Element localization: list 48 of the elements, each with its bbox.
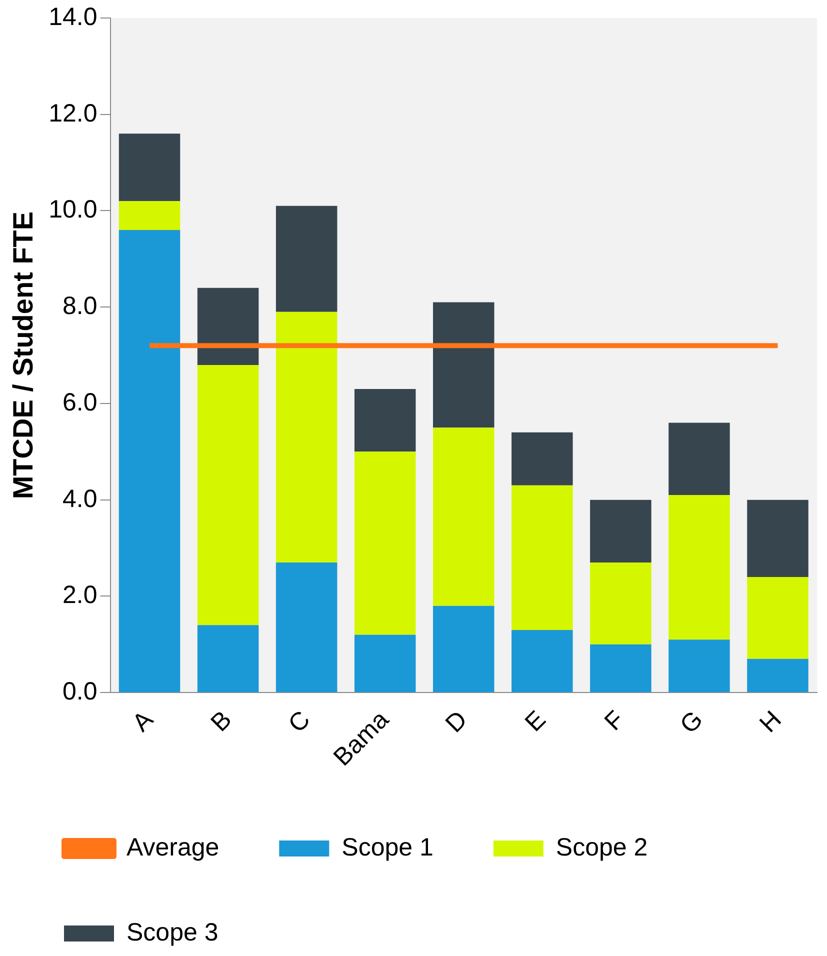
bar	[197, 288, 259, 365]
y-axis-title: MTCDE / Student FTE	[8, 211, 39, 500]
x-tick-label: A	[127, 705, 159, 738]
legend-label: Average	[126, 833, 220, 862]
y-tick-label: 6.0	[62, 388, 98, 416]
y-tick-label: 14.0	[48, 2, 98, 31]
bar	[197, 625, 259, 692]
bar	[276, 206, 338, 312]
y-tick-label: 10.0	[48, 196, 98, 224]
bar	[354, 634, 416, 692]
bar	[512, 432, 573, 486]
x-tick-label: D	[440, 706, 473, 738]
y-tick-label: 8.0	[62, 292, 98, 320]
bar	[747, 500, 808, 577]
x-tick-label: F	[599, 706, 630, 736]
bar	[512, 485, 573, 630]
bar	[118, 230, 180, 692]
bar	[433, 428, 494, 606]
bar	[433, 606, 494, 692]
bar	[118, 134, 180, 202]
x-tick-label: E	[520, 706, 552, 738]
bar	[590, 644, 652, 692]
bar	[668, 422, 730, 496]
legend-label: Scope 2	[556, 833, 648, 862]
bar	[276, 562, 338, 692]
y-tick-label: 4.0	[62, 484, 98, 513]
y-tick-label: 0.0	[62, 678, 98, 706]
bar	[668, 495, 730, 640]
x-tick-label: C	[283, 706, 316, 738]
bar	[668, 640, 730, 692]
legend-label: Scope 3	[126, 918, 218, 946]
bar	[276, 312, 338, 563]
bar	[118, 201, 180, 230]
bar	[433, 302, 494, 428]
bar	[354, 389, 416, 452]
x-tick-label: H	[754, 706, 787, 738]
y-tick-label: 12.0	[48, 99, 98, 128]
x-tick-label: G	[674, 706, 708, 740]
bar	[590, 562, 652, 644]
bar	[197, 364, 259, 626]
bar	[747, 658, 808, 692]
bar	[747, 576, 808, 659]
x-tick-label: B	[206, 706, 238, 738]
bar	[354, 452, 416, 635]
y-tick-label: 2.0	[62, 581, 98, 610]
bar	[512, 630, 573, 692]
legend-label: Scope 1	[342, 833, 434, 862]
bar	[590, 500, 652, 563]
